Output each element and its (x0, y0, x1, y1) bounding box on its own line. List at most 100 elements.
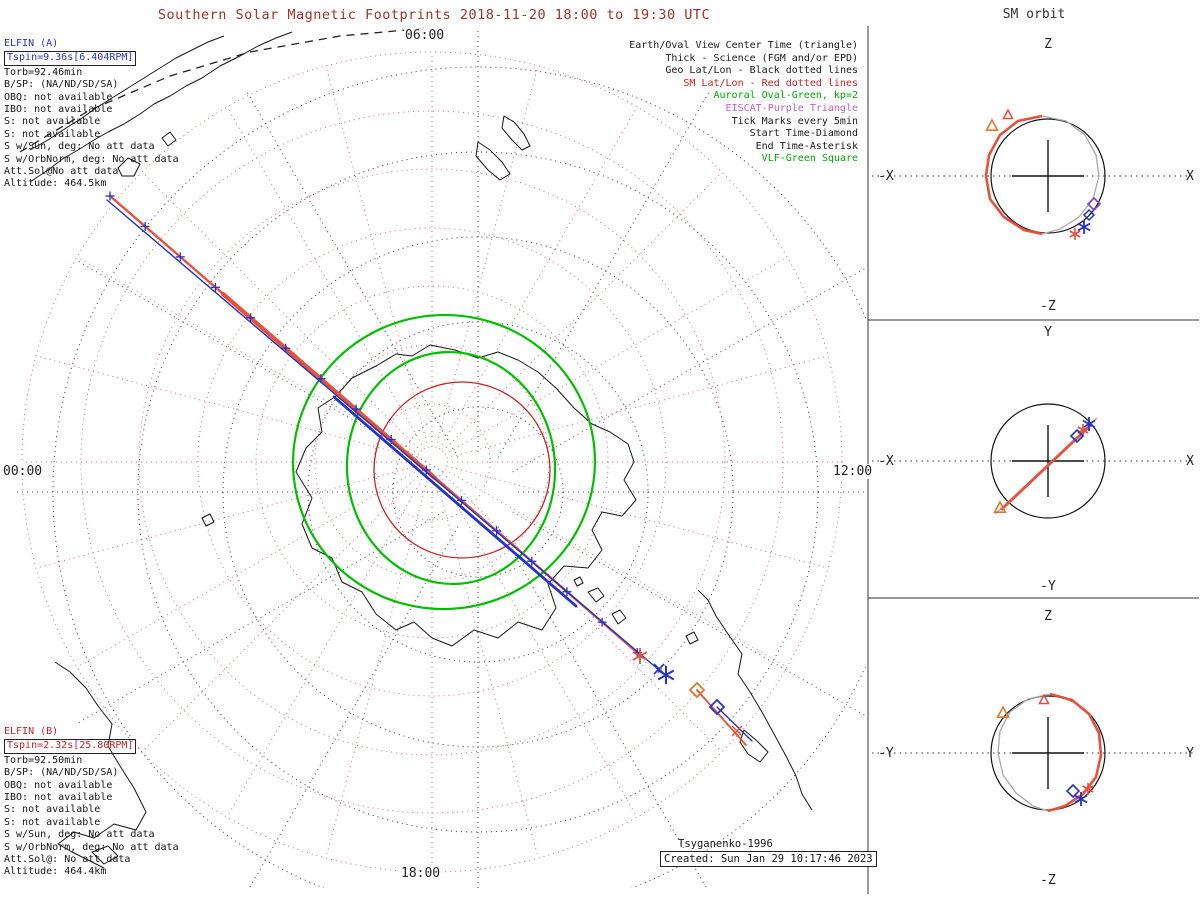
diamond-marker (1065, 783, 1081, 799)
legend-line: Earth/Oval View Center Time (triangle) (629, 40, 858, 51)
coast-island-se-1 (587, 587, 605, 603)
satellite-name: ELFIN (A) (4, 38, 59, 49)
info-line: S w/Sun, deg: No att data (4, 141, 155, 153)
info-line: S w/OrbNorm, deg: No att data (4, 841, 179, 853)
sm-orbit-title: SM orbit (1002, 7, 1066, 22)
tick-mark-5min (597, 617, 607, 627)
tick-mark-5min (281, 343, 291, 353)
orbit-panel-2: Y -Y -X X (872, 325, 1196, 594)
tick-mark-5min (316, 374, 326, 384)
info-line: S: not available (4, 804, 101, 816)
mlt-label-1800: 18:00 (400, 866, 442, 881)
axis-label-top: Z (1044, 37, 1052, 52)
triangle-marker (1038, 693, 1050, 705)
coast-aus-island (161, 131, 177, 147)
info-line: OBQ: not available (4, 779, 113, 791)
info-line: Altitude: 464.5km (4, 178, 107, 190)
coast-sa-island (91, 845, 119, 865)
tick-mark-5min (527, 556, 537, 566)
mlt-label-0600: 06:00 (404, 28, 446, 43)
orbit-near-side (1047, 692, 1103, 813)
created-timestamp: Created: Sun Jan 29 10:17:46 2023 (660, 851, 877, 867)
triangle-marker (993, 500, 1007, 513)
auroral-oval-outer (291, 313, 597, 611)
info-line: OBQ: not available (4, 91, 113, 103)
axis-label-bottom: -Y (1040, 579, 1056, 594)
info-line: IBO: not available (4, 104, 113, 116)
triangle-marker (985, 118, 999, 131)
coast-tierra-del-fuego (739, 729, 769, 763)
orbit-panel-3: Z -Z -Y Y (872, 609, 1196, 888)
triangle-marker (996, 705, 1010, 718)
info-line: Att.Sol@No att data (4, 166, 119, 178)
satellite-track (105, 191, 753, 746)
earth-circle (990, 403, 1106, 519)
map-area (13, 27, 866, 888)
info-line: S: not available (4, 128, 101, 140)
coast-south-america-west (54, 661, 147, 869)
tspin-value: Tspin=2.32s[25.80RPM] (4, 739, 137, 754)
coast-falkland (685, 631, 699, 645)
tick-mark-5min (246, 313, 256, 323)
orbit-far-side (1041, 115, 1100, 235)
axis-label-bottom: -Z (1040, 873, 1056, 888)
coast-island-se-2 (611, 609, 627, 625)
legend-line: EISCAT-Purple Triangle (725, 102, 858, 114)
info-line: S w/Sun, deg: No att data (4, 829, 155, 841)
triangle-marker (1002, 108, 1014, 120)
cross-marker (731, 725, 743, 737)
legend-line: Thick - Science (FGM and/or EPD) (665, 52, 858, 64)
axis-label-top: Z (1044, 609, 1052, 624)
diamond-marker (1082, 208, 1096, 222)
sm-solid-circle (373, 381, 551, 559)
coastlines (29, 31, 813, 869)
tick-mark-5min (492, 526, 502, 536)
orbit-near-side (1000, 424, 1092, 511)
legend: Earth/Oval View Center Time (triangle) Th… (528, 40, 858, 166)
coast-tasmania (117, 157, 141, 177)
axis-label-left: -X (878, 169, 894, 184)
axis-label-right: Y (1186, 746, 1194, 761)
sm-grid (21, 51, 843, 873)
model-credit: Tsyganenko-1996 (678, 838, 773, 850)
info-line: B/SP: (NA/ND/SD/SA) (4, 767, 119, 779)
coast-australia-coast-2 (29, 35, 225, 151)
info-line: S: not available (4, 116, 101, 128)
tspin-value: Tspin=9.36s[6.404RPM] (4, 51, 137, 66)
legend-line: Start Time-Diamond (749, 128, 858, 140)
info-line: S w/OrbNorm, deg: No att data (4, 153, 179, 165)
elfin-b-info-box: ELFIN (B) Tspin=2.32s[25.80RPM] Torb=92.50… (4, 726, 179, 879)
asterisk-marker (657, 666, 675, 684)
geo-limb-dashed (19, 27, 429, 153)
coast-nz-south (475, 141, 511, 181)
axis-label-right: X (1186, 454, 1194, 469)
geo-grid (13, 27, 866, 888)
diamond-marker (1069, 428, 1085, 444)
orbit-far-side (997, 693, 1051, 812)
info-line: B/SP: (NA/ND/SD/SA) (4, 79, 119, 91)
asterisk-marker (1082, 417, 1096, 431)
tick-mark-5min (175, 252, 185, 262)
elfin-a-info-box: ELFIN (A) Tspin=9.36s[6.404RPM] Torb=92.46… (4, 38, 179, 191)
asterisk-marker (1077, 220, 1091, 234)
mlt-label-0000: 00:00 (2, 464, 44, 479)
axis-label-top: Y (1044, 325, 1052, 340)
legend-line: Auroral Oval-Green, kp=2 (713, 90, 859, 102)
legend-line: SM Lat/Lon - Red dotted lines (683, 77, 858, 89)
tick-mark-5min (351, 404, 361, 414)
diamond-marker (708, 698, 726, 716)
legend-line: Geo Lat/Lon - Black dotted lines (665, 65, 858, 77)
info-line: Torb=92.46min (4, 66, 83, 78)
diamond-marker (1086, 196, 1102, 212)
orbit-panel-1: Z -Z -X X (872, 37, 1196, 314)
coast-small-island-left (201, 513, 215, 527)
axis-label-right: X (1186, 169, 1194, 184)
info-line: S: not available (4, 816, 101, 828)
mlt-label-1200: 12:00 (832, 464, 874, 479)
coast-antarctica (295, 344, 637, 647)
coast-island-se-3 (573, 576, 584, 587)
diamond-marker (688, 681, 706, 699)
coast-australia-coast-1 (29, 31, 293, 183)
